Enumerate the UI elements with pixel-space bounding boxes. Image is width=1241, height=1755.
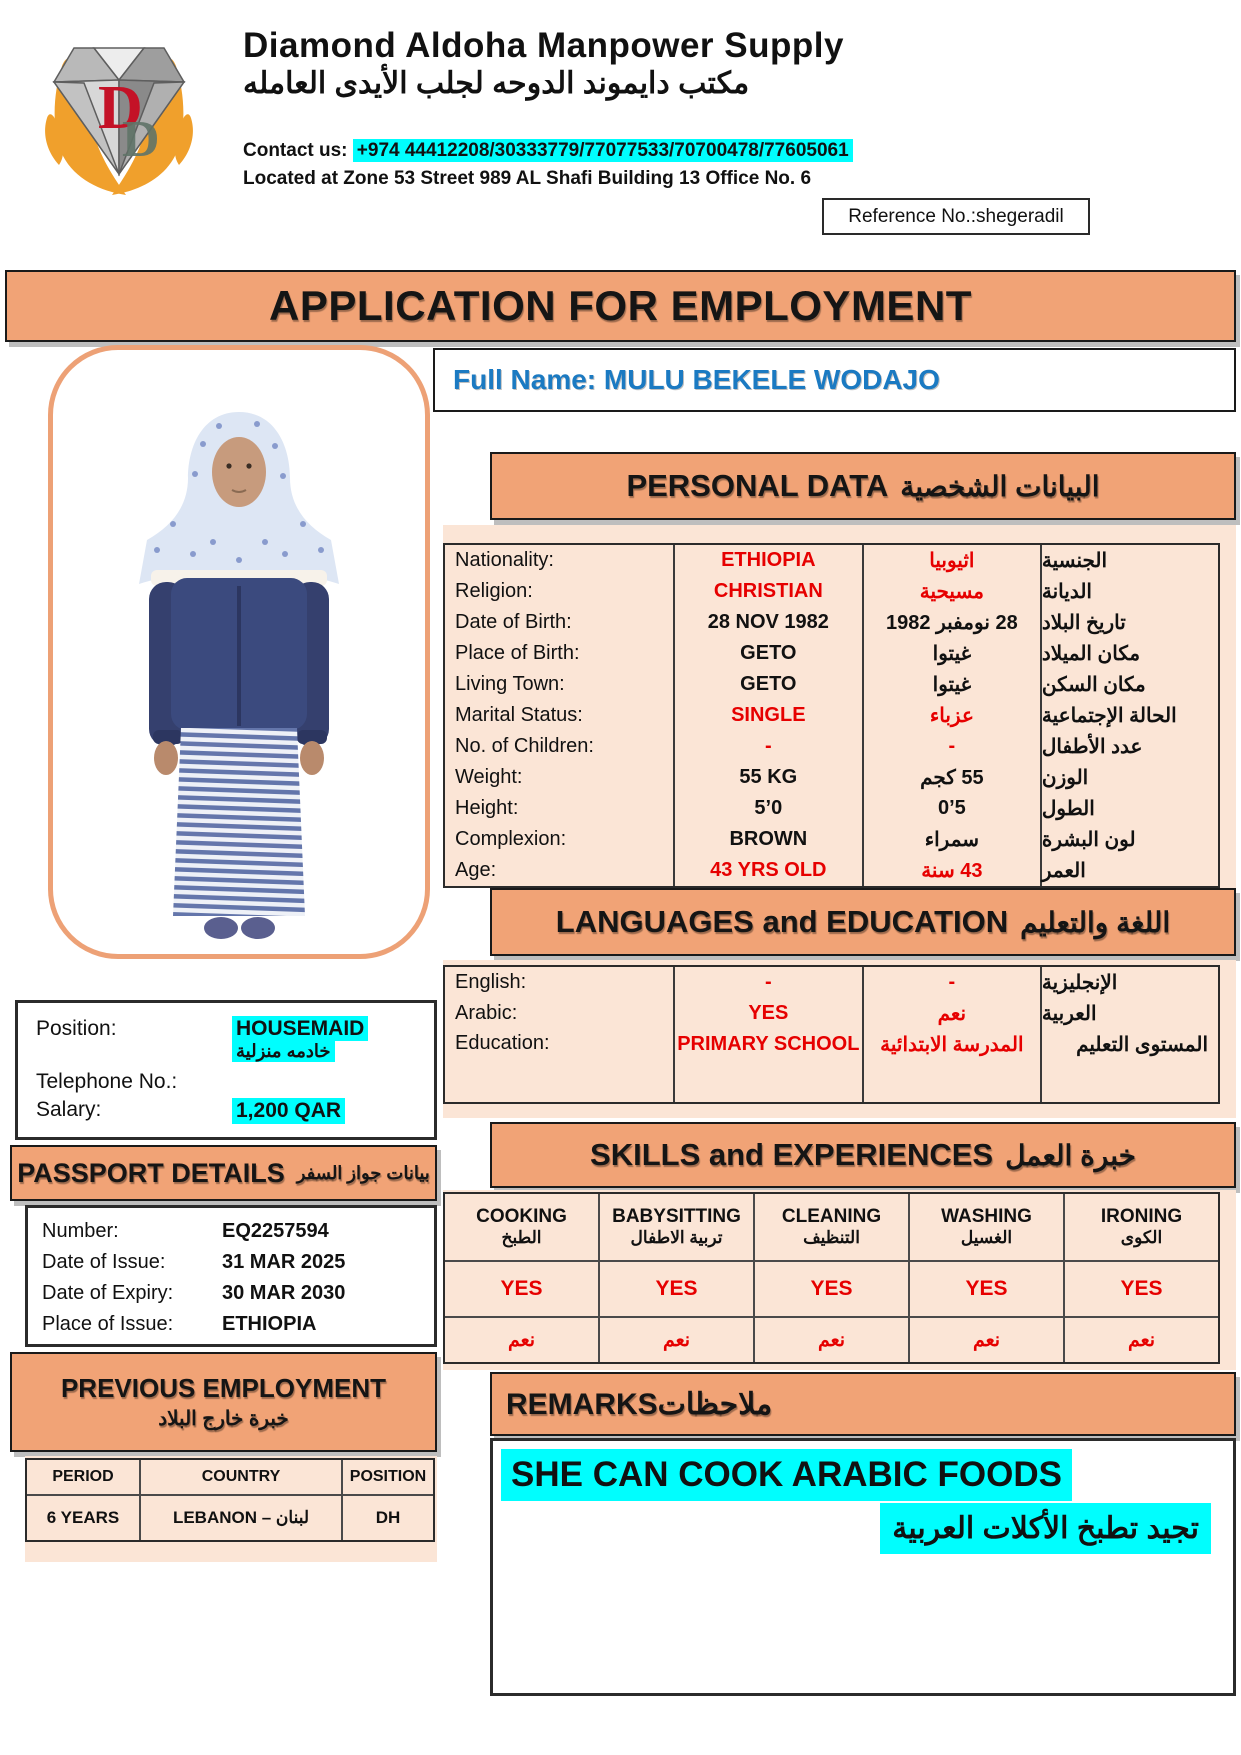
table-row: English: - - الإنجليزية bbox=[445, 967, 1218, 998]
table-row: No. of Children: - - عدد الأطفال bbox=[445, 731, 1218, 762]
remarks-banner: REMARKSملاحظات bbox=[490, 1372, 1236, 1436]
table-row: Date of Expiry: 30 MAR 2030 bbox=[42, 1282, 346, 1304]
table-row: Religion: CHRISTIAN مسيحية الديانة bbox=[445, 576, 1218, 607]
personal-data-panel bbox=[443, 525, 1236, 888]
reference-number: Reference No.:shegeradil bbox=[848, 205, 1064, 227]
table-row: Age: 43 YRS OLD 43 سنة العمر bbox=[445, 855, 1218, 886]
skills-heading-ar: خبرة العمل bbox=[1005, 1139, 1136, 1171]
table-row: YES YES YES YES YES bbox=[445, 1260, 1218, 1316]
table-header-row: PERIOD COUNTRY POSITION bbox=[27, 1460, 433, 1494]
applicant-figure bbox=[139, 412, 339, 939]
languages-table: English: - - الإنجليزية Arabic: YES نعم … bbox=[443, 965, 1220, 1104]
company-logo: D D bbox=[38, 26, 200, 196]
remarks-box: SHE CAN COOK ARABIC FOODS تجيد تطبخ الأك… bbox=[490, 1438, 1236, 1696]
salary-value: 1,200 QAR bbox=[232, 1098, 346, 1124]
application-title-banner: APPLICATION FOR EMPLOYMENT bbox=[5, 270, 1236, 342]
table-row: نعم نعم نعم نعم نعم bbox=[445, 1316, 1218, 1362]
passport-box: Number: EQ2257594 Date of Issue: 31 MAR … bbox=[25, 1205, 437, 1347]
telephone-label: Telephone No.: bbox=[36, 1070, 178, 1093]
languages-banner: LANGUAGES and EDUCATION اللغة والتعليم bbox=[490, 888, 1236, 956]
skills-panel bbox=[443, 1190, 1236, 1370]
skills-banner: SKILLS and EXPERIENCES خبرة العمل bbox=[490, 1122, 1236, 1188]
languages-heading-en: LANGUAGES and EDUCATION bbox=[555, 904, 1009, 939]
table-row: Arabic: YES نعم العربية bbox=[445, 998, 1218, 1029]
previous-employment-table: PERIOD COUNTRY POSITION 6 YEARS LEBANON … bbox=[25, 1458, 435, 1542]
table-row: Height: 5’0 5’0 الطول bbox=[445, 793, 1218, 824]
passport-heading-ar: بيانات جواز السفر bbox=[296, 1162, 430, 1183]
table-row: Education: PRIMARY SCHOOL المدرسة الابتد… bbox=[445, 1029, 1218, 1102]
position-label: Position: bbox=[36, 1017, 117, 1040]
table-row: 6 YEARS LEBANON – لبنان DH bbox=[27, 1494, 433, 1540]
remark-line-1: SHE CAN COOK ARABIC FOODS bbox=[501, 1449, 1072, 1501]
previous-employment-panel bbox=[25, 1456, 437, 1562]
table-row: Date of Birth: 28 NOV 1982 28 نومفبر 198… bbox=[445, 607, 1218, 638]
table-row: Complexion: BROWN سمراء لون البشرة bbox=[445, 824, 1218, 855]
position-value-arabic: خادمه منزلية bbox=[232, 1040, 335, 1062]
previous-employment-heading-ar: خبرة خارج البلاد bbox=[158, 1408, 289, 1430]
personal-data-banner: PERSONAL DATA البيانات الشخصية bbox=[490, 452, 1236, 520]
svg-text:D: D bbox=[122, 111, 160, 168]
salary-label: Salary: bbox=[36, 1098, 102, 1121]
table-header-row: COOKING الطبخ BABYSITTING تربية الاطفال CL… bbox=[445, 1194, 1218, 1260]
table-row: Place of Birth: GETO غيتوا مكان الميلاد bbox=[445, 638, 1218, 669]
table-row: Weight: 55 KG 55 كجم الوزن bbox=[445, 762, 1218, 793]
application-title: APPLICATION FOR EMPLOYMENT bbox=[269, 282, 972, 329]
company-name: Diamond Aldoha Manpower Supply bbox=[243, 26, 844, 65]
table-row: Date of Issue: 31 MAR 2025 bbox=[42, 1251, 346, 1273]
languages-heading-ar: اللغة والتعليم bbox=[1020, 906, 1171, 938]
personal-data-table: Nationality: ETHIOPIA اثيوبيا الجنسية Re… bbox=[443, 543, 1220, 888]
previous-employment-banner: PREVIOUS EMPLOYMENT خبرة خارج البلاد bbox=[10, 1352, 437, 1452]
full-name-box: Full Name: MULU BEKELE WODAJO bbox=[433, 348, 1236, 412]
personal-data-heading-en: PERSONAL DATA bbox=[626, 468, 889, 503]
personal-data-heading-ar: البيانات الشخصية bbox=[900, 470, 1100, 502]
table-row: Nationality: ETHIOPIA اثيوبيا الجنسية bbox=[445, 545, 1218, 576]
position-box: Position: HOUSEMAID خادمه منزلية Telepho… bbox=[15, 1000, 437, 1140]
full-name-text: Full Name: MULU BEKELE WODAJO bbox=[453, 364, 940, 395]
table-row: Living Town: GETO غيتوا مكان السكن bbox=[445, 669, 1218, 700]
skills-table: COOKING الطبخ BABYSITTING تربية الاطفال CL… bbox=[443, 1192, 1220, 1364]
diamond-hands-icon: D D bbox=[45, 47, 193, 195]
address-line: Located at Zone 53 Street 989 AL Shafi B… bbox=[243, 168, 812, 189]
contact-label: Contact us: bbox=[243, 140, 348, 161]
svg-text:D: D bbox=[98, 74, 143, 142]
passport-heading-en: PASSPORT DETAILS bbox=[17, 1157, 285, 1188]
table-row: Number: EQ2257594 bbox=[42, 1220, 329, 1242]
passport-banner: PASSPORT DETAILS بيانات جواز السفر bbox=[10, 1145, 437, 1201]
company-name-arabic: مكتب دايموند الدوحه لجلب الأيدى العامله bbox=[243, 67, 750, 100]
contact-numbers: +974 44412208/30333779/77077533/70700478… bbox=[352, 139, 853, 162]
table-row: Marital Status: SINGLE عزباء الحالة الإج… bbox=[445, 700, 1218, 731]
position-value: HOUSEMAID bbox=[232, 1016, 369, 1041]
skills-heading-en: SKILLS and EXPERIENCES bbox=[590, 1137, 994, 1172]
remarks-heading: REMARKSملاحظات bbox=[506, 1387, 773, 1421]
remark-line-2: تجيد تطبخ الأكلات العربية bbox=[880, 1503, 1211, 1554]
applicant-photo bbox=[48, 345, 430, 959]
reference-box: Reference No.:shegeradil bbox=[822, 198, 1090, 235]
diamond-icon bbox=[52, 47, 186, 177]
table-row: Place of Issue: ETHIOPIA bbox=[42, 1313, 317, 1335]
contact-line: Contact us: +974 44412208/30333779/77077… bbox=[243, 139, 853, 162]
previous-employment-heading-en: PREVIOUS EMPLOYMENT bbox=[60, 1373, 387, 1403]
languages-panel bbox=[443, 960, 1236, 1118]
